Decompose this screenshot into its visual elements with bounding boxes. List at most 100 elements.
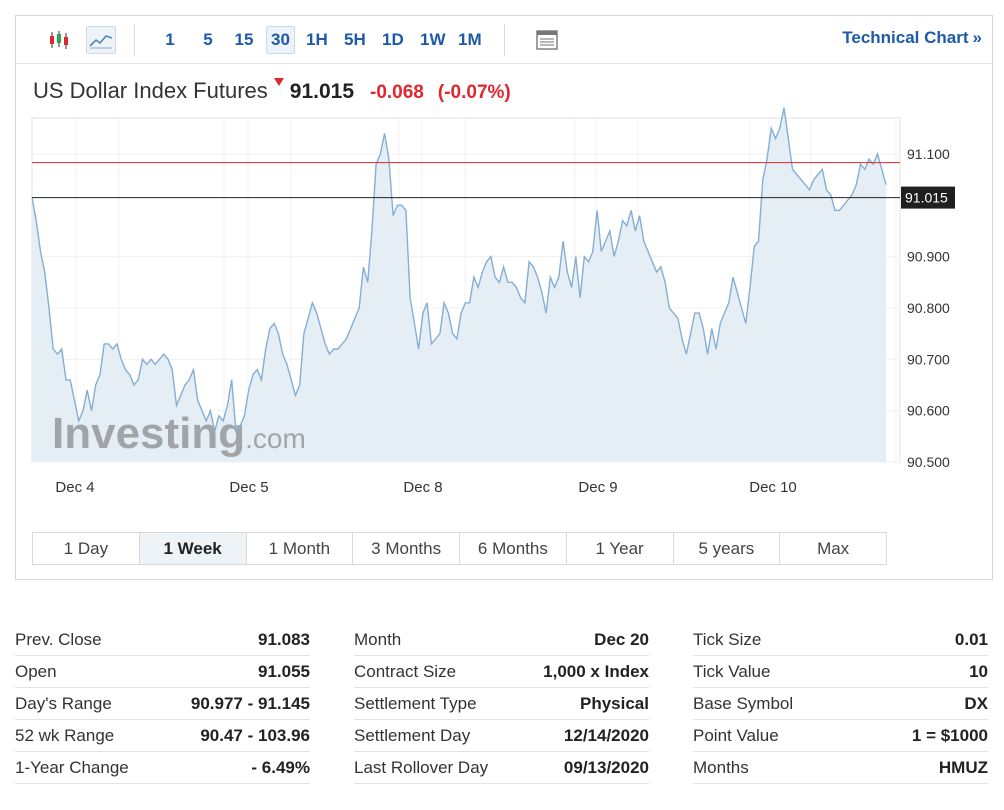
series-area xyxy=(32,107,886,462)
toolbar-divider xyxy=(134,24,135,56)
stat-row: Settlement Day 12/14/2020 xyxy=(354,720,649,752)
toolbar-divider xyxy=(504,24,505,56)
stat-row: 52 wk Range 90.47 - 103.96 xyxy=(15,720,310,752)
table-view-icon[interactable] xyxy=(532,26,562,54)
timeframe-1m[interactable]: 1M xyxy=(458,30,482,49)
stat-label: Open xyxy=(15,661,57,681)
timeframe-1h[interactable]: 1H xyxy=(306,30,328,49)
y-tick-label: 90.900 xyxy=(907,249,950,265)
price-change-percent: (-0.07%) xyxy=(437,82,511,103)
stat-row: Open 91.055 xyxy=(15,656,310,688)
technical-chart-label: Technical Chart xyxy=(842,28,969,47)
y-tick-label: 90.700 xyxy=(907,351,950,367)
stat-label: Contract Size xyxy=(354,661,457,681)
stat-row: Prev. Close 91.083 xyxy=(15,624,310,656)
y-tick-label: 91.100 xyxy=(907,146,950,162)
stat-row: Month Dec 20 xyxy=(354,624,649,656)
period-6-months[interactable]: 6 Months xyxy=(460,533,567,564)
stat-label: Point Value xyxy=(693,725,779,745)
stat-label: Last Rollover Day xyxy=(354,757,489,777)
period-1-month[interactable]: 1 Month xyxy=(247,533,354,564)
contract-details: Prev. Close 91.083 Open 91.055 Day's Range 90… xyxy=(0,624,1004,784)
stat-row: 1-Year Change - 6.49% xyxy=(15,752,310,784)
x-tick-label: Dec 9 xyxy=(578,479,617,496)
stats-column-3: Tick Size 0.01 Tick Value 10 Base Symbol DX Po… xyxy=(693,624,988,784)
x-tick-label: Dec 8 xyxy=(403,479,442,496)
timeframe-1[interactable]: 1 xyxy=(165,30,175,49)
period-1-year[interactable]: 1 Year xyxy=(567,533,674,564)
timeframe-1w[interactable]: 1W xyxy=(420,30,446,49)
stat-label: Tick Value xyxy=(693,661,771,681)
stat-row: Tick Size 0.01 xyxy=(693,624,988,656)
stat-label: Prev. Close xyxy=(15,629,102,649)
stat-value: 91.083 xyxy=(258,629,310,649)
stat-label: 52 wk Range xyxy=(15,725,115,745)
stat-label: Months xyxy=(693,757,749,777)
instrument-header: US Dollar Index Futures 91.015 -0.068 (-… xyxy=(33,78,511,108)
stats-column-1: Prev. Close 91.083 Open 91.055 Day's Range 90… xyxy=(15,624,310,784)
stat-row: Last Rollover Day 09/13/2020 xyxy=(354,752,649,784)
stat-value: Dec 20 xyxy=(594,629,649,649)
instrument-name: US Dollar Index Futures xyxy=(33,78,268,103)
stat-value: - 6.49% xyxy=(251,757,310,777)
stat-row: Tick Value 10 xyxy=(693,656,988,688)
series-line xyxy=(31,107,887,433)
last-price: 91.015 xyxy=(289,80,354,103)
y-tick-label: 90.800 xyxy=(907,300,950,316)
stat-row: Day's Range 90.977 - 91.145 xyxy=(15,688,310,720)
stats-column-2: Month Dec 20 Contract Size 1,000 x Index Set… xyxy=(354,624,649,784)
stat-value: 09/13/2020 xyxy=(563,757,649,777)
period-max[interactable]: Max xyxy=(817,538,850,558)
stat-value: 0.01 xyxy=(954,629,988,649)
stat-label: Base Symbol xyxy=(693,693,794,713)
stat-value: 91.055 xyxy=(258,661,310,681)
stat-label: Settlement Type xyxy=(354,693,477,713)
stat-row: Months HMUZ xyxy=(693,752,988,784)
period-5-years[interactable]: 5 years xyxy=(674,533,781,564)
stat-value: 1 = $1000 xyxy=(911,725,988,745)
stat-label: 1-Year Change xyxy=(15,757,129,777)
stat-label: Tick Size xyxy=(693,629,762,649)
x-tick-label: Dec 5 xyxy=(229,479,268,496)
stat-row: Base Symbol DX xyxy=(693,688,988,720)
stat-row: Contract Size 1,000 x Index xyxy=(354,656,649,688)
stat-value: Physical xyxy=(580,693,649,713)
stat-value: DX xyxy=(964,693,988,713)
stat-value: HMUZ xyxy=(938,757,988,777)
period-1-week[interactable]: 1 Week xyxy=(139,533,247,564)
price-chart[interactable]: Investing.com 91.100 90.900 90.800 90.700 90.… xyxy=(16,16,992,526)
stat-value: 90.977 - 91.145 xyxy=(190,693,310,713)
timeframe-15[interactable]: 15 xyxy=(234,30,254,49)
stat-value: 90.47 - 103.96 xyxy=(200,725,310,745)
y-tick-label: 90.500 xyxy=(907,454,950,470)
down-arrow-icon xyxy=(273,78,284,86)
technical-chart-link[interactable]: Technical Chart» xyxy=(842,28,982,48)
x-tick-label: Dec 4 xyxy=(55,479,94,496)
stat-value: 1,000 x Index xyxy=(543,661,649,681)
period-3-months[interactable]: 3 Months xyxy=(353,533,460,564)
timeframe-5[interactable]: 5 xyxy=(203,30,213,49)
timeframe-30[interactable]: 30 xyxy=(266,26,295,54)
double-chevron-right-icon: » xyxy=(972,28,982,47)
chart-toolbar: 1 5 15 30 1H 5H 1D 1W 1M Technical Chart» xyxy=(16,16,992,64)
current-price-label: 91.015 xyxy=(905,190,948,206)
y-tick-label: 90.600 xyxy=(907,403,950,419)
line-chart-icon[interactable] xyxy=(86,26,116,54)
current-price-badge xyxy=(901,186,955,209)
candlestick-chart-icon[interactable] xyxy=(44,26,74,54)
timeframe-1d[interactable]: 1D xyxy=(382,30,404,49)
stat-value: 12/14/2020 xyxy=(563,725,649,745)
stat-label: Month xyxy=(354,629,402,649)
period-selector: 1 Day 1 Week 1 Month 3 Months 6 Months 1 Year… xyxy=(32,532,887,565)
stat-row: Point Value 1 = $1000 xyxy=(693,720,988,752)
stat-label: Settlement Day xyxy=(354,725,471,745)
timeframe-5h[interactable]: 5H xyxy=(344,30,366,49)
price-change: -0.068 xyxy=(370,82,424,103)
stat-label: Day's Range xyxy=(15,693,112,713)
investing-watermark: Investing.com xyxy=(52,409,306,458)
stat-value: 10 xyxy=(969,661,988,681)
chart-panel: 1 5 15 30 1H 5H 1D 1W 1M Technical Chart» US Dol… xyxy=(15,15,993,580)
period-1-day[interactable]: 1 Day xyxy=(33,533,140,564)
stat-row: Settlement Type Physical xyxy=(354,688,649,720)
x-tick-label: Dec 10 xyxy=(749,479,797,496)
